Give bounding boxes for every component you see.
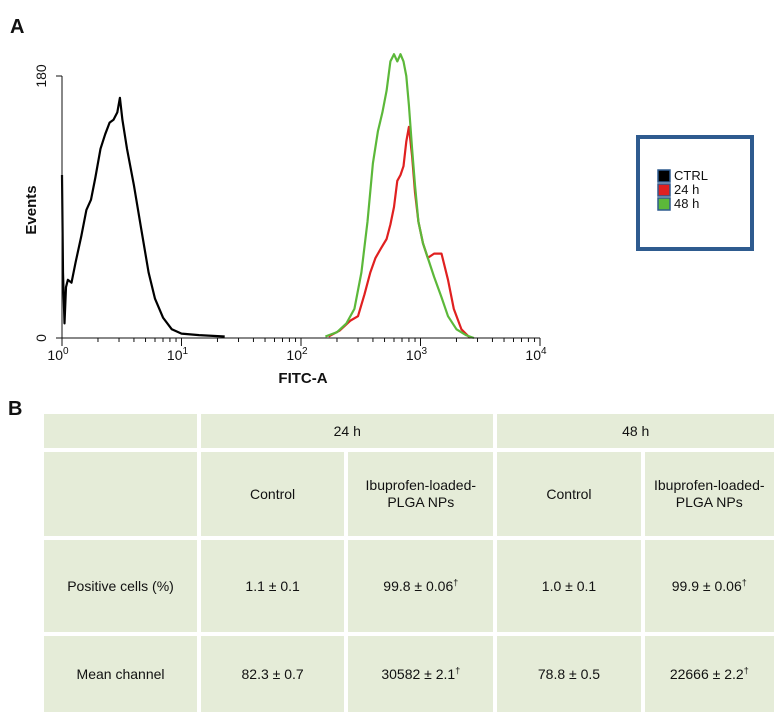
- x-tick-label-0: 100: [47, 346, 69, 363]
- y-axis-label: Events: [23, 185, 40, 234]
- subheader-cell: Control: [493, 448, 645, 540]
- series-line-0: [60, 96, 225, 338]
- legend-swatch-1: [657, 183, 671, 197]
- row-label: Mean channel: [39, 632, 202, 716]
- results-table: 24 h 48 h Control Ibuprofen-loaded-PLGA …: [39, 410, 778, 716]
- x-tick-label-2: 102: [286, 346, 308, 363]
- legend-swatch-0: [657, 169, 671, 183]
- legend-box: [636, 135, 754, 251]
- table-cell: 99.8 ± 0.06†: [344, 536, 498, 636]
- table-cell: 78.8 ± 0.5: [493, 632, 645, 716]
- legend-label-2: 48 h: [674, 196, 699, 211]
- x-tick-label-3: 103: [406, 346, 428, 363]
- row-label: Positive cells (%): [39, 536, 202, 636]
- y-tick-label-1: 180: [33, 64, 49, 88]
- table-blank-cell: [39, 448, 202, 540]
- group-header-24h: 24 h: [197, 410, 498, 452]
- panel-label-b: B: [8, 398, 23, 420]
- legend-label-1: 24 h: [674, 182, 699, 197]
- legend-swatch-2: [657, 197, 671, 211]
- x-tick-label-4: 104: [525, 346, 547, 363]
- panel-label-a: A: [10, 16, 25, 38]
- legend-label-0: CTRL: [674, 168, 708, 183]
- table-cell: 82.3 ± 0.7: [197, 632, 349, 716]
- table-cell: 1.1 ± 0.1: [197, 536, 349, 636]
- subheader-cell: Control: [197, 448, 349, 540]
- group-header-48h: 48 h: [493, 410, 778, 452]
- series-line-1: [327, 125, 471, 339]
- subheader-cell: Ibuprofen-loaded-PLGA NPs: [640, 448, 778, 540]
- table-cell: 22666 ± 2.2†: [640, 632, 778, 716]
- table-cell: 1.0 ± 0.1: [493, 536, 645, 636]
- y-tick-label-0: 0: [33, 334, 49, 342]
- series-line-2: [325, 53, 475, 340]
- table-row: Mean channel 82.3 ± 0.7 30582 ± 2.1† 78.…: [39, 632, 778, 716]
- x-axis-label: FITC-A: [278, 370, 327, 387]
- table-cell: 99.9 ± 0.06†: [640, 536, 778, 636]
- x-tick-label-1: 101: [167, 346, 189, 363]
- table-corner: [39, 410, 202, 452]
- subheader-cell: Ibuprofen-loaded-PLGA NPs: [344, 448, 498, 540]
- table-cell: 30582 ± 2.1†: [344, 632, 498, 716]
- table-row: Positive cells (%) 1.1 ± 0.1 99.8 ± 0.06…: [39, 536, 778, 636]
